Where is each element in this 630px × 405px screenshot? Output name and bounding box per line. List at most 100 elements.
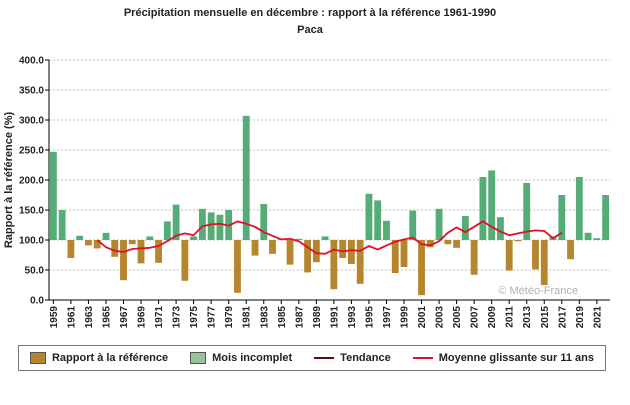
y-axis-label: Rapport à la référence (%) (3, 112, 15, 249)
x-tick-label: 2019 (575, 306, 586, 329)
bar (93, 240, 101, 249)
moving-average-polyline (96, 220, 563, 255)
legend-item: Rapport à la référence (29, 352, 168, 364)
x-tick-label: 1983 (259, 306, 270, 329)
bar (514, 240, 522, 242)
bar (67, 240, 75, 258)
legend-item: Mois incomplet (190, 352, 292, 364)
bar (488, 170, 496, 240)
x-tick-label: 1991 (329, 306, 340, 329)
y-tick-label: 200.0 (19, 176, 44, 187)
bar (251, 240, 259, 256)
bar (146, 236, 154, 240)
x-tick-label: 1985 (277, 306, 288, 329)
y-tick-label: 100.0 (19, 236, 44, 247)
bar (567, 240, 574, 260)
bar (58, 210, 66, 240)
bar (558, 195, 566, 240)
bar (479, 177, 487, 240)
bar (444, 240, 452, 245)
x-tick-label: 1979 (224, 306, 235, 329)
x-tick-label: 1995 (364, 306, 375, 329)
x-tick-label: 2003 (435, 306, 446, 329)
x-tick-label: 2007 (470, 306, 481, 329)
x-tick-label: 1999 (400, 306, 411, 329)
legend-label: Moyenne glissante sur 11 ans (438, 352, 594, 364)
bar (207, 212, 215, 240)
x-tick-label: 1965 (102, 306, 113, 329)
bar (128, 240, 136, 245)
bar (523, 183, 531, 240)
chart-title: Précipitation mensuelle en décembre : ra… (124, 7, 496, 19)
bar (163, 221, 171, 240)
x-tick-label: 2021 (592, 306, 603, 329)
x-tick-label: 1987 (294, 306, 305, 329)
bar (400, 240, 408, 267)
x-tick-label: 1973 (172, 306, 183, 329)
moving-average-line (96, 220, 563, 255)
bar (347, 240, 355, 264)
x-tick-label: 2005 (452, 306, 463, 329)
bar (242, 115, 250, 240)
y-tick-label: 250.0 (19, 146, 44, 157)
credit-text: © Météo-France (498, 285, 578, 297)
bar (540, 240, 548, 285)
bar (216, 214, 224, 240)
bar (365, 193, 373, 240)
x-tick-label: 1969 (137, 306, 148, 329)
legend-item: Moyenne glissante sur 11 ans (412, 352, 594, 364)
legend-line-swatch (314, 357, 335, 359)
bar (312, 240, 320, 263)
bar (181, 240, 189, 281)
bar (409, 210, 417, 240)
bar (295, 238, 303, 240)
bar (111, 240, 119, 257)
bar (304, 240, 312, 273)
bar (49, 151, 57, 240)
bar (198, 208, 206, 240)
bar (383, 220, 390, 240)
bar (137, 240, 145, 264)
bar (330, 240, 338, 290)
bar (391, 240, 399, 273)
x-tick-label: 1961 (66, 306, 77, 329)
x-tick-label: 2015 (540, 306, 551, 329)
x-tick-label: 1975 (189, 306, 200, 329)
y-tick-label: 50.0 (25, 266, 45, 277)
bar (470, 240, 478, 275)
y-tick-labels: 0.0 50.0 100.0 150.0 200.0 250.0 300.0 350.0 400… (19, 56, 44, 307)
bar (426, 240, 434, 248)
bar (234, 240, 241, 293)
bar (339, 240, 347, 258)
y-tick-label: 350.0 (19, 86, 44, 97)
bar (418, 240, 425, 296)
x-tick-label: 1997 (382, 306, 393, 329)
x-tick-label: 2017 (557, 306, 568, 329)
y-tick-label: 400.0 (19, 56, 44, 67)
x-tick-label: 2009 (487, 306, 498, 329)
bar (260, 204, 268, 240)
bar (435, 208, 443, 240)
bar (593, 238, 601, 240)
bar (575, 177, 583, 240)
y-tick-label: 150.0 (19, 206, 44, 217)
bar (76, 235, 84, 240)
legend-line-swatch (412, 357, 433, 359)
legend-swatch (29, 352, 46, 364)
x-tick-labels: 1959 1961 1963 1965 1967 1969 1971 1973 1975 1977… (49, 306, 604, 329)
bar (172, 204, 180, 240)
x-tick-label: 2013 (522, 306, 533, 329)
bar (584, 232, 592, 240)
chart-subtitle: Paca (297, 24, 324, 36)
x-tick-label: 2001 (417, 306, 428, 329)
x-tick-label: 1989 (312, 306, 323, 329)
x-tick-label: 1959 (49, 306, 60, 329)
bar (461, 216, 469, 240)
x-tick-label: 2011 (505, 306, 516, 328)
legend-item: Tendance (314, 352, 391, 364)
bar (497, 217, 504, 240)
x-tick-label: 1977 (207, 306, 218, 329)
bar (321, 236, 329, 240)
x-tick-label: 1993 (347, 306, 358, 329)
